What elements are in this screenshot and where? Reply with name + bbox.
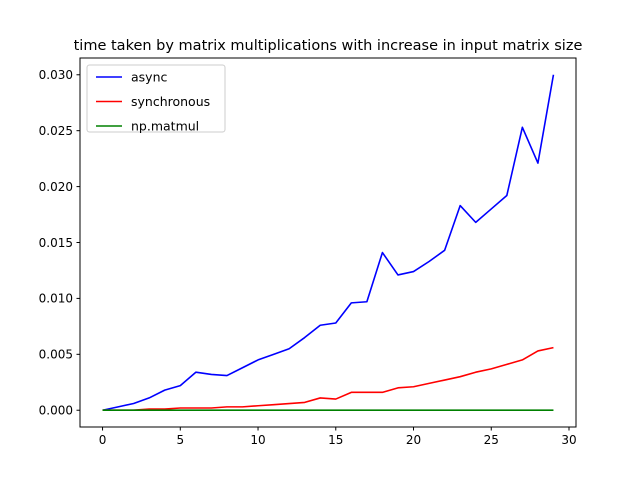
legend-box xyxy=(86,64,226,133)
x-tick-label: 10 xyxy=(250,433,265,447)
legend-label-np-matmul: np.matmul xyxy=(131,119,199,134)
legend-label-async: async xyxy=(131,70,167,85)
series-line-async xyxy=(102,74,555,412)
x-tick-label: 0 xyxy=(99,433,107,447)
y-tick-label: 0.025 xyxy=(39,124,73,138)
x-tick-label: 25 xyxy=(484,433,499,447)
legend: async synchronous np.matmul xyxy=(86,64,226,134)
y-tick-label: 0.030 xyxy=(39,68,73,82)
chart-title: time taken by matrix multiplications wit… xyxy=(74,38,583,54)
y-tick-label: 0.020 xyxy=(39,180,73,194)
x-tick-label: 20 xyxy=(406,433,421,447)
y-tick-label: 0.005 xyxy=(39,348,73,362)
series-line-synchronous xyxy=(102,346,554,412)
x-tick-label: 30 xyxy=(561,433,576,447)
y-tick-label: 0.015 xyxy=(39,236,73,250)
y-tick-label: 0.000 xyxy=(39,404,73,418)
series-layer xyxy=(102,74,555,412)
legend-label-synchronous: synchronous xyxy=(131,94,210,109)
x-tick-label: 15 xyxy=(328,433,343,447)
y-tick-label: 0.010 xyxy=(39,292,73,306)
axes-layer: 0 5 10 15 20 25 30 0.000 0.005 0.010 0.015 0.020 0.0… xyxy=(39,57,577,447)
x-tick-label: 5 xyxy=(176,433,184,447)
